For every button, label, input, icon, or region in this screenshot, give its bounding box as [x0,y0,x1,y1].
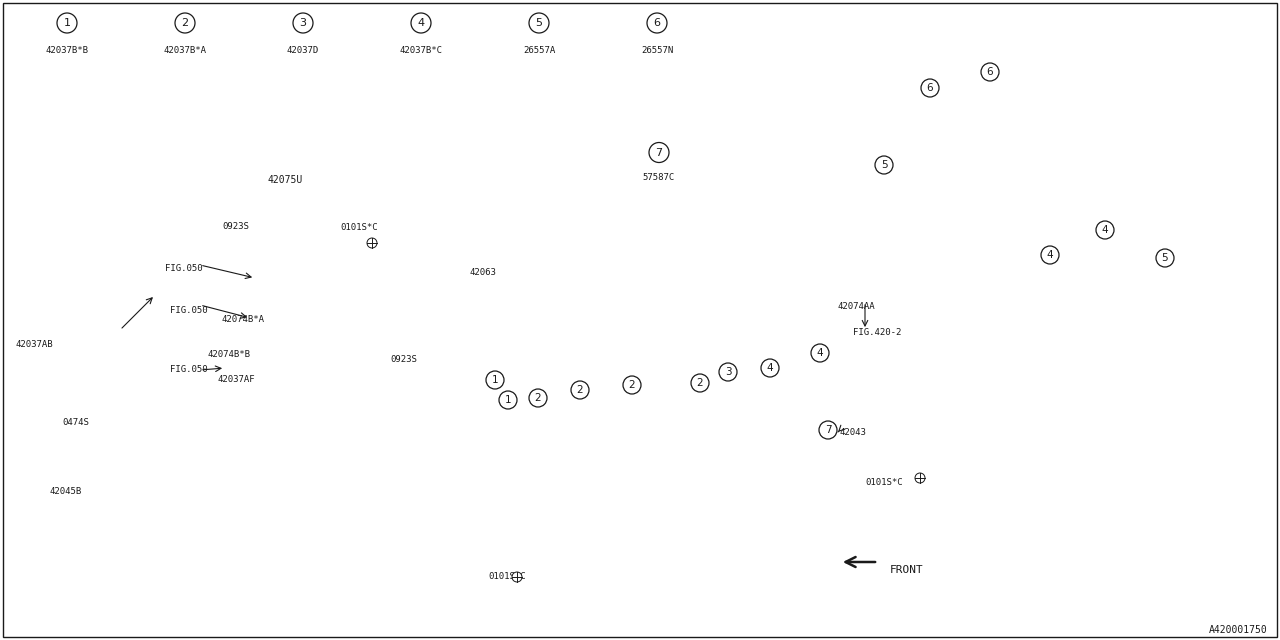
Bar [765,344,774,356]
Text: A420001750: A420001750 [1210,625,1268,635]
Text: FIG.050: FIG.050 [165,264,202,273]
Text: 42075U: 42075U [268,175,302,185]
Circle shape [819,421,837,439]
Text: 1: 1 [492,375,498,385]
Circle shape [512,572,522,582]
Circle shape [58,13,77,33]
Text: 42045B: 42045B [50,487,82,496]
Circle shape [623,376,641,394]
Text: FIG.420-2: FIG.420-2 [852,328,901,337]
Text: 42037B*A: 42037B*A [164,46,206,55]
Bar [532,374,543,386]
Bar [627,361,637,373]
Bar [600,140,718,245]
Circle shape [691,374,709,392]
Text: 4: 4 [817,348,823,358]
Circle shape [649,143,669,163]
Circle shape [74,494,79,500]
Bar [207,170,314,225]
Circle shape [529,389,547,407]
Circle shape [646,13,667,33]
Circle shape [915,473,925,483]
Text: 57587C: 57587C [643,173,675,182]
Text: 42037D: 42037D [287,46,319,55]
Text: 6: 6 [927,83,933,93]
Text: 0923S: 0923S [221,222,248,231]
Text: 5: 5 [535,18,543,28]
Bar [155,162,588,424]
Text: FIG.050: FIG.050 [170,365,207,374]
Text: 1: 1 [64,18,70,28]
Text: 42037B*C: 42037B*C [399,46,443,55]
Text: 4: 4 [1102,225,1108,235]
Circle shape [762,359,780,377]
Text: 26557A: 26557A [522,46,556,55]
Circle shape [499,391,517,409]
Circle shape [876,156,893,174]
Text: 26557N: 26557N [641,46,673,55]
Circle shape [175,13,195,33]
Text: 42037AB: 42037AB [15,340,52,349]
Circle shape [1041,246,1059,264]
Bar [723,350,733,362]
Text: 2: 2 [535,393,541,403]
Circle shape [1096,221,1114,239]
Text: FRONT: FRONT [890,565,924,575]
Text: 0101S*C: 0101S*C [488,572,526,581]
Text: 2: 2 [182,18,188,28]
Text: 2: 2 [577,385,584,395]
Text: 3: 3 [300,18,306,28]
Bar [65,455,115,503]
Text: 5: 5 [881,160,887,170]
Text: 4: 4 [1047,250,1053,260]
Text: 6: 6 [654,18,660,28]
Text: 7: 7 [655,147,663,157]
Circle shape [293,13,314,33]
Text: 7: 7 [824,425,831,435]
Text: 4: 4 [417,18,425,28]
Circle shape [922,79,940,97]
Circle shape [980,63,998,81]
Text: 3: 3 [724,367,731,377]
Text: 0923S: 0923S [390,355,417,364]
Text: 42037AF: 42037AF [218,375,256,384]
Text: 42043: 42043 [840,428,867,437]
Text: 42074B*B: 42074B*B [207,350,251,359]
Text: 0101S*C: 0101S*C [865,478,902,487]
Bar [8,8,716,138]
Text: 2: 2 [628,380,635,390]
Text: 0474S: 0474S [61,418,88,427]
Circle shape [100,494,106,500]
Text: 42074AA: 42074AA [838,302,876,311]
Bar [575,366,585,378]
Text: 2: 2 [696,378,703,388]
Text: 4: 4 [767,363,773,373]
Text: FIG.050: FIG.050 [170,306,207,315]
Circle shape [529,13,549,33]
Text: 42074B*A: 42074B*A [221,315,265,324]
Circle shape [571,381,589,399]
Text: 5: 5 [1162,253,1169,263]
Circle shape [486,371,504,389]
Circle shape [1156,249,1174,267]
Text: 42037B*B: 42037B*B [46,46,88,55]
Text: 0101S*C: 0101S*C [340,223,378,232]
Circle shape [367,238,378,248]
Text: 6: 6 [987,67,993,77]
Text: 1: 1 [504,395,511,405]
Bar [643,200,675,220]
Bar [695,358,705,370]
Circle shape [411,13,431,33]
Text: 42063: 42063 [470,268,497,277]
Circle shape [719,363,737,381]
Circle shape [812,344,829,362]
